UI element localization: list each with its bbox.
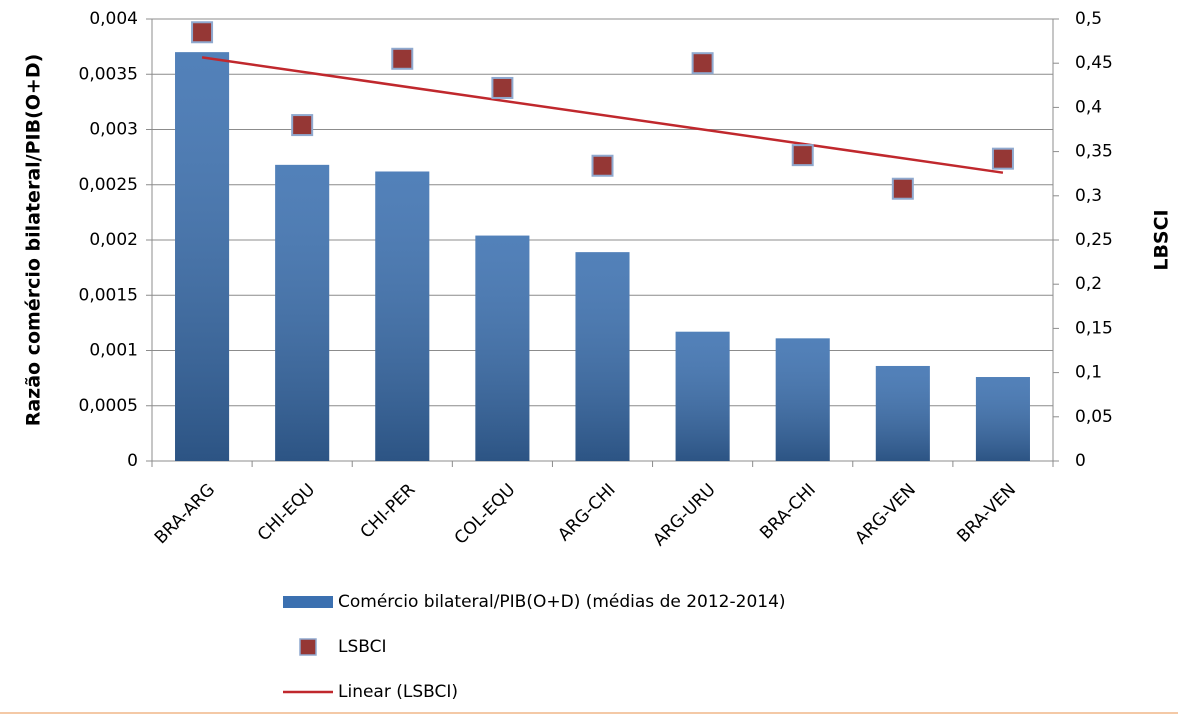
marker (391, 47, 414, 70)
y-tick-label: 0,0035 (79, 64, 138, 84)
y2-tick-label: 0,35 (1075, 142, 1113, 162)
marker (991, 147, 1014, 170)
marker (691, 52, 714, 75)
y-tick-label: 0,0005 (79, 396, 138, 416)
y2-tick-label: 0,1 (1075, 363, 1102, 383)
bar-shade (775, 338, 830, 461)
bar-shade (575, 252, 630, 461)
y-tick-label: 0,002 (89, 230, 138, 250)
x-tick-label: ARG-CHI (554, 480, 619, 545)
legend-label: Comércio bilateral/PIB(O+D) (médias de 2… (338, 592, 786, 612)
x-tick-label: BRA-CHI (756, 480, 820, 544)
bar-shade (675, 331, 730, 461)
marker (591, 154, 614, 177)
y2-tick-label: 0,25 (1075, 230, 1113, 250)
y2-tick-label: 0,4 (1075, 97, 1102, 117)
x-tick-label: COL-EQU (451, 480, 520, 549)
x-tick-label: BRA-ARG (151, 480, 219, 548)
marker (891, 177, 914, 200)
bar-shade (375, 171, 430, 462)
y-tick-label: 0,004 (89, 9, 138, 29)
legend-swatch (299, 638, 317, 656)
bar-shade (975, 377, 1030, 461)
x-tick-label: CHI-EQU (254, 480, 319, 545)
bar-shade (475, 235, 530, 461)
legend-label: Linear (LSBCI) (338, 682, 458, 702)
y2-tick-label: 0,5 (1075, 9, 1102, 29)
y-tick-label: 0,0015 (79, 285, 138, 305)
legend-label: LSBCI (338, 637, 387, 657)
y2-tick-label: 0,2 (1075, 274, 1102, 294)
x-tick-label: ARG-VEN (851, 480, 919, 548)
y-axis-title: Razão comércio bilateral/PIB(O+D) (23, 54, 45, 427)
bar-shade (875, 365, 930, 461)
y-tick-label: 0,0025 (79, 175, 138, 195)
y-tick-label: 0,001 (89, 341, 138, 361)
marker (791, 144, 814, 167)
x-tick-label: CHI-PER (357, 480, 420, 543)
legend-swatch (283, 596, 333, 608)
y2-tick-label: 0,15 (1075, 318, 1113, 338)
y-tick-label: 0 (127, 451, 138, 471)
y2-tick-label: 0,05 (1075, 407, 1113, 427)
x-tick-label: BRA-VEN (953, 480, 1020, 547)
marker (191, 21, 214, 44)
marker (491, 76, 514, 99)
y2-tick-label: 0,45 (1075, 53, 1113, 73)
y2-tick-label: 0 (1075, 451, 1086, 471)
y-tick-label: 0,003 (89, 120, 138, 140)
marker (291, 114, 314, 137)
bar-shade (275, 164, 330, 462)
x-tick-label: ARG-URU (649, 480, 719, 550)
bar-shade (175, 52, 230, 462)
y2-axis-title: LBSCI (1151, 209, 1173, 270)
trendline (201, 56, 1004, 174)
y2-tick-label: 0,3 (1075, 186, 1102, 206)
